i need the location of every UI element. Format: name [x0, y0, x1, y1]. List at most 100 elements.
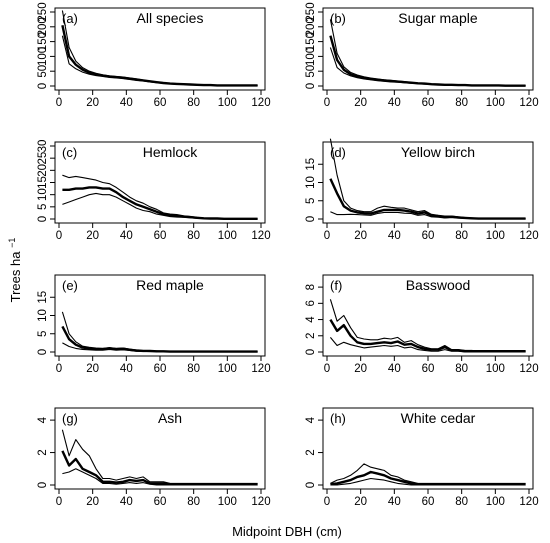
y-tick-label: 0	[305, 216, 317, 222]
y-tick-label: 4	[37, 416, 49, 423]
panel-title: All species	[137, 10, 204, 26]
y-tick-label: 0	[37, 349, 49, 355]
x-tick-label: 100	[486, 97, 505, 109]
series-line-upper	[329, 19, 526, 87]
x-tick-label: 40	[120, 230, 133, 242]
panel-tag: (h)	[330, 411, 346, 426]
x-tick-label: 120	[519, 230, 538, 242]
y-tick-label: 0	[37, 216, 49, 222]
y-tick-label: 250	[305, 2, 317, 21]
panel-title: Red maple	[136, 277, 204, 293]
x-tick-label: 120	[251, 496, 270, 508]
x-tick-label: 100	[218, 363, 237, 375]
y-tick-label: 200	[37, 17, 49, 36]
y-tick-label: 8	[305, 284, 317, 290]
x-tick-label: 0	[56, 363, 62, 375]
x-tick-label: 40	[120, 496, 133, 508]
x-tick-label: 80	[455, 97, 468, 109]
y-axis-label: Trees ha −1	[7, 238, 23, 303]
series-line-mean	[329, 35, 526, 87]
x-tick-label: 60	[154, 496, 167, 508]
y-tick-label: 10	[37, 188, 49, 201]
y-tick-label: 20	[37, 164, 49, 177]
x-tick-label: 80	[455, 496, 468, 508]
y-tick-label: 0	[305, 349, 317, 355]
x-tick-label: 60	[422, 496, 435, 508]
panel-tag: (f)	[330, 278, 342, 293]
x-tick-label: 80	[187, 496, 200, 508]
series-line-mean	[329, 178, 526, 220]
x-tick-label: 100	[218, 230, 237, 242]
y-tick-label: 50	[37, 65, 49, 78]
series-line-lower	[62, 192, 258, 220]
y-axis-label-text: Trees ha	[8, 251, 23, 303]
series-line-mean	[330, 470, 526, 486]
panel-tag: (c)	[62, 145, 77, 160]
panel-tag: (e)	[62, 278, 78, 293]
x-tick-label: 0	[324, 97, 330, 109]
y-tick-label: 2	[37, 449, 49, 455]
x-tick-label: 20	[86, 363, 99, 375]
x-tick-label: 40	[388, 496, 401, 508]
x-tick-label: 0	[56, 230, 62, 242]
panel-tag: (b)	[330, 11, 346, 26]
y-tick-label: 25	[37, 152, 49, 165]
series-line-upper	[330, 463, 526, 484]
series-line-upper	[61, 429, 258, 484]
x-tick-label: 80	[455, 230, 468, 242]
x-tick-label: 0	[324, 496, 330, 508]
panel-title: Basswood	[406, 277, 471, 293]
y-tick-label: 15	[305, 158, 317, 171]
series-line-mean	[61, 25, 258, 87]
series-line-mean	[62, 186, 258, 220]
y-tick-label: 0	[37, 83, 49, 89]
x-tick-label: 120	[251, 363, 270, 375]
x-tick-label: 100	[218, 97, 237, 109]
panel-e: 0 5 10 15 0 20 40 60 80 100 120 (e) Red maple	[37, 274, 271, 375]
x-tick-label: 100	[218, 496, 237, 508]
y-tick-label: 2	[305, 333, 317, 339]
x-tick-label: 60	[154, 363, 167, 375]
y-tick-label: 0	[305, 83, 317, 89]
y-tick-label: 10	[37, 309, 49, 322]
y-tick-label: 5	[37, 331, 49, 337]
x-tick-label: 20	[354, 363, 367, 375]
y-tick-label: 15	[37, 176, 49, 189]
y-tick-label: 200	[305, 17, 317, 36]
x-tick-label: 60	[422, 230, 435, 242]
y-tick-label: 2	[305, 449, 317, 455]
y-tick-label: 5	[305, 198, 317, 204]
x-tick-label: 60	[422, 363, 435, 375]
y-tick-label: 50	[305, 65, 317, 78]
x-tick-label: 100	[486, 230, 505, 242]
x-tick-label: 40	[120, 97, 133, 109]
x-tick-label: 0	[324, 230, 330, 242]
x-tick-label: 120	[519, 496, 538, 508]
x-tick-label: 120	[251, 230, 270, 242]
y-tick-label: 250	[37, 2, 49, 21]
x-tick-label: 0	[56, 496, 62, 508]
x-tick-label: 40	[120, 363, 133, 375]
x-axis-label: Midpoint DBH (cm)	[232, 524, 342, 539]
x-tick-label: 20	[354, 97, 367, 109]
y-tick-label: 30	[37, 140, 49, 153]
x-tick-label: 80	[187, 363, 200, 375]
x-tick-label: 100	[486, 363, 505, 375]
y-tick-label: 100	[305, 47, 317, 66]
y-tick-label: 150	[305, 32, 317, 51]
x-tick-label: 20	[86, 496, 99, 508]
y-tick-label: 4	[305, 316, 317, 323]
series-line-mean	[61, 325, 258, 353]
panel-tag: (g)	[62, 411, 78, 426]
series-line-upper	[61, 311, 258, 353]
x-tick-label: 120	[251, 97, 270, 109]
x-tick-label: 120	[519, 363, 538, 375]
x-tick-label: 60	[422, 97, 435, 109]
x-tick-label: 40	[388, 230, 401, 242]
y-tick-label: 150	[37, 32, 49, 51]
